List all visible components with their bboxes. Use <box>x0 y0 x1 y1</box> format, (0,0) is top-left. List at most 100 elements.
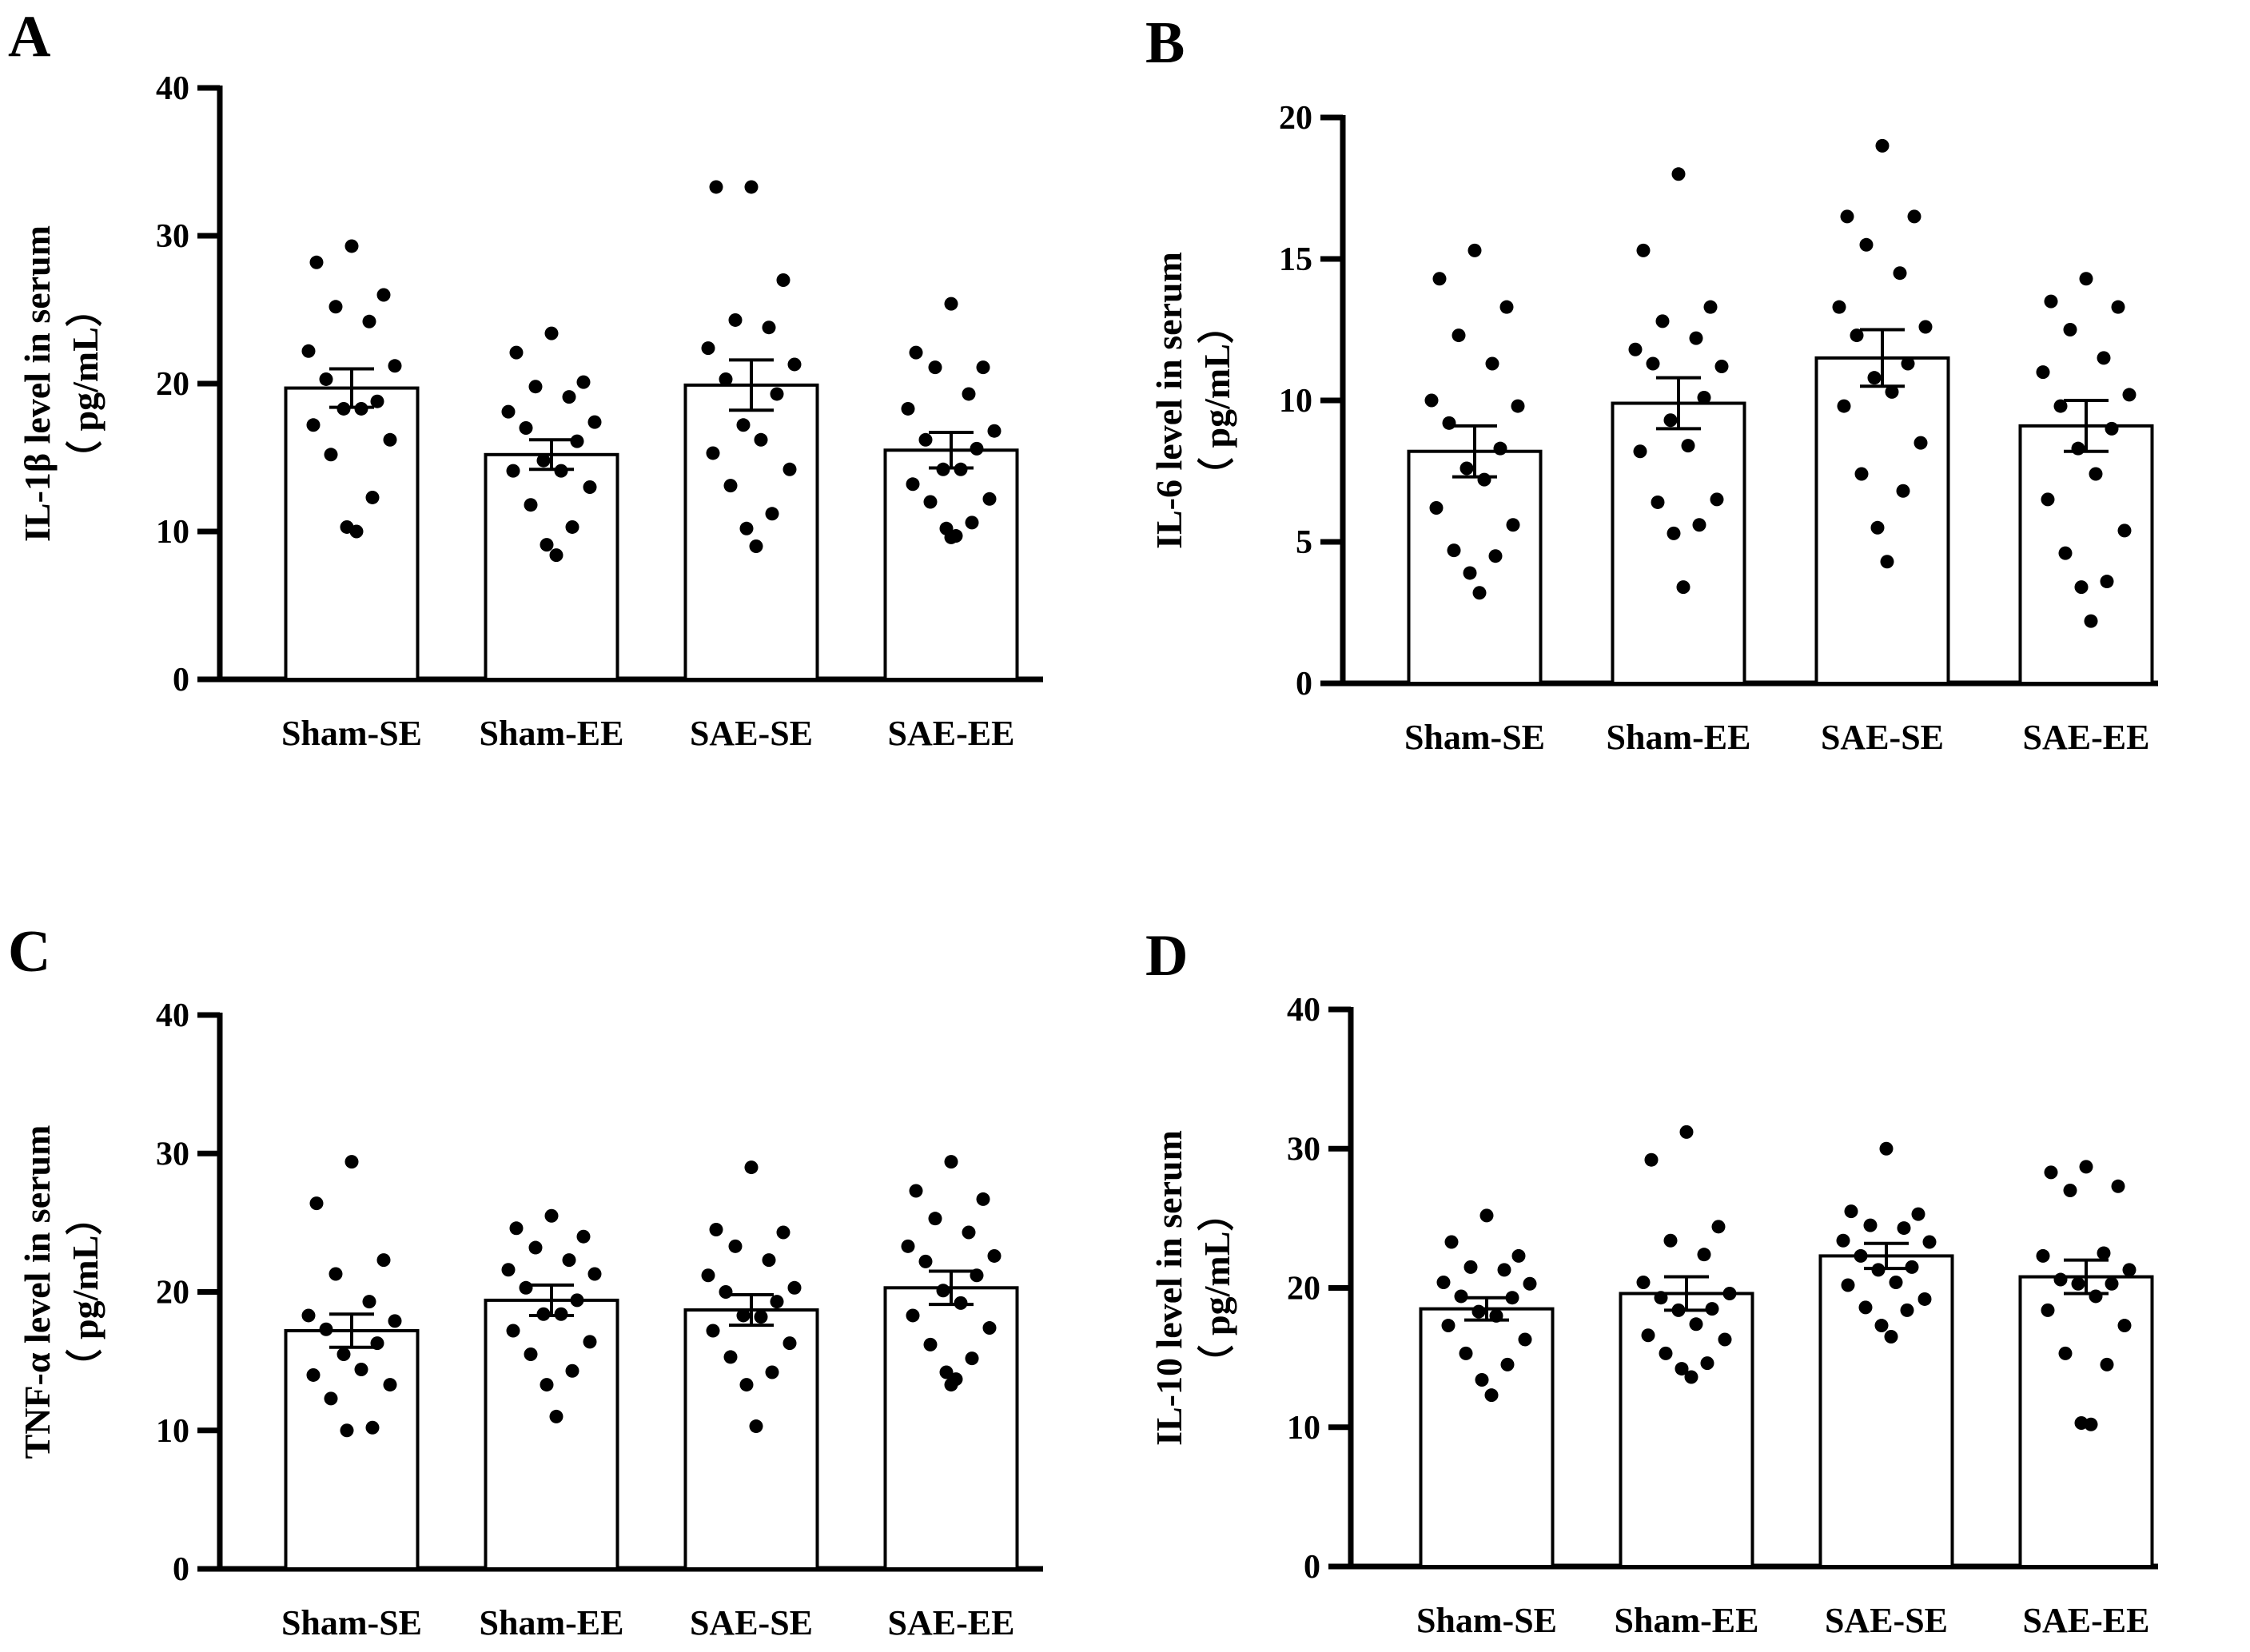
panel-b-point-3-5 <box>2036 365 2050 380</box>
panel-b-point-0-1 <box>1432 272 1447 286</box>
panel-d-bar-0 <box>1419 1307 1555 1568</box>
panel-c-y-axis-unit: （ pg/mL） <box>65 1199 106 1386</box>
panel-b-point-0-2 <box>1499 300 1514 314</box>
panel-c-point-2-14 <box>765 1365 779 1379</box>
panel-d-point-2-13 <box>1858 1300 1873 1315</box>
panel-d-point-2-0 <box>1879 1141 1894 1156</box>
panel-a-point-3-11 <box>906 477 920 492</box>
panel-d-point-0-12 <box>1518 1332 1532 1347</box>
panel-d-point-3-4 <box>2097 1246 2111 1260</box>
panel-c-point-3-13 <box>923 1337 938 1351</box>
panel-a-bar-1 <box>484 452 619 681</box>
panel-a-point-3-10 <box>954 462 968 476</box>
panel-d-point-3-13 <box>2058 1346 2073 1360</box>
panel-d-point-2-14 <box>1900 1303 1914 1317</box>
panel-b-point-3-12 <box>2117 523 2132 538</box>
panel-a-point-0-11 <box>306 418 321 432</box>
panel-a-point-3-14 <box>965 516 979 530</box>
panel-b-point-3-8 <box>2105 421 2119 436</box>
panel-a-point-3-17 <box>944 530 958 544</box>
panel-c-point-0-10 <box>354 1363 368 1377</box>
panel-d-category-label-2: SAE-SE <box>1825 1601 1948 1640</box>
panel-c-point-1-7 <box>519 1280 533 1295</box>
panel-a-point-0-12 <box>383 432 397 447</box>
panel-a: A 0 10 20 30 40 IL-1β level in serum （ pg/mL） Sh… <box>8 4 1043 753</box>
panel-d-point-0-8 <box>1505 1291 1519 1305</box>
panel-d-point-3-12 <box>2117 1319 2132 1333</box>
panel-c-point-0-4 <box>362 1295 376 1309</box>
panel-b-point-0-8 <box>1493 441 1507 456</box>
panel-d-y-axis-unit: （ pg/mL） <box>1197 1195 1237 1382</box>
panel-b-y-tick-label-4: 20 <box>1279 100 1312 137</box>
panel-b-point-1-11 <box>1633 444 1647 459</box>
panel-c-point-3-1 <box>909 1184 923 1198</box>
panel-a-point-2-8 <box>770 387 784 401</box>
panel-d-point-0-1 <box>1444 1235 1459 1249</box>
panel-a-point-0-13 <box>324 448 338 462</box>
panel-c-y-axis-label: TNF-α level in serum <box>17 1125 58 1459</box>
panel-d-point-2-4 <box>1897 1221 1911 1236</box>
panel-b-point-1-12 <box>1710 492 1724 507</box>
panel-d-point-3-5 <box>2036 1248 2050 1263</box>
panel-a-point-1-5 <box>501 404 516 419</box>
panel-b-point-1-7 <box>1646 356 1660 371</box>
panel-b-point-1-3 <box>1655 314 1670 328</box>
panel-a-point-3-13 <box>923 495 938 509</box>
panel-a-point-2-2 <box>776 273 790 287</box>
panel-a-point-1-1 <box>509 345 524 360</box>
panel-b-point-2-9 <box>1867 371 1882 385</box>
panel-d-point-0-11 <box>1441 1319 1456 1333</box>
panel-c-point-2-6 <box>787 1280 802 1295</box>
panel-a-point-3-4 <box>962 387 976 401</box>
panel-d-point-2-11 <box>1841 1278 1855 1292</box>
panel-c-point-3-3 <box>928 1212 942 1226</box>
panel-a-point-0-10 <box>354 401 368 416</box>
panel-b-point-0-15 <box>1463 566 1477 580</box>
panel-b-point-3-15 <box>2074 580 2089 595</box>
panel-a-y-tick-label-4: 40 <box>156 70 189 107</box>
panel-b: B 0 5 10 15 20 IL-6 level in serum （ pg/mL） Sham… <box>1145 10 2158 757</box>
panel-d-y-tick-label-3: 30 <box>1287 1131 1320 1168</box>
panel-b-point-0-3 <box>1452 328 1466 343</box>
panel-a-point-2-0 <box>744 180 759 194</box>
panel-c-bar-0 <box>284 1329 420 1570</box>
panel-a-letter: A <box>8 4 50 70</box>
panel-b-point-1-16 <box>1676 580 1690 595</box>
panel-b-point-0-4 <box>1485 356 1499 371</box>
panel-b-point-2-3 <box>1859 237 1874 252</box>
panel-d-point-3-8 <box>2105 1276 2119 1291</box>
panel-b-point-1-2 <box>1703 300 1718 314</box>
panel-b-y-tick-label-0: 0 <box>1296 666 1312 703</box>
panel-b-point-2-1 <box>1840 209 1854 224</box>
panel-d-point-1-7 <box>1654 1291 1668 1305</box>
panel-c-letter: C <box>8 919 50 985</box>
panel-b-point-2-14 <box>1896 484 1910 498</box>
panel-b-point-0-6 <box>1511 399 1525 413</box>
panel-a-point-2-14 <box>765 507 779 521</box>
panel-c-bar-2 <box>683 1308 819 1570</box>
panel-a-point-1-14 <box>565 519 579 534</box>
panel-c-point-0-13 <box>324 1391 338 1406</box>
panel-b-point-0-9 <box>1460 461 1474 476</box>
panel-c-point-1-12 <box>583 1335 597 1349</box>
panel-a-point-1-15 <box>540 538 554 552</box>
panel-d-point-0-0 <box>1479 1208 1494 1223</box>
panel-c-point-3-7 <box>918 1254 933 1268</box>
panel-b-point-0-5 <box>1424 393 1439 408</box>
panel-d-point-3-7 <box>2053 1272 2068 1287</box>
panel-d-point-1-8 <box>1705 1302 1719 1316</box>
panel-a-category-label-0: Sham-SE <box>281 714 422 753</box>
panel-a-point-1-12 <box>583 480 597 494</box>
panel-b-point-0-14 <box>1488 549 1503 563</box>
panel-a-point-1-16 <box>549 548 563 563</box>
panel-b-bar-3 <box>2018 424 2154 685</box>
panel-d-point-1-4 <box>1697 1248 1711 1262</box>
panel-b-point-1-1 <box>1636 243 1651 257</box>
panel-b-point-2-15 <box>1870 520 1885 535</box>
panel-a-point-0-0 <box>344 239 359 253</box>
panel-b-point-2-5 <box>1832 300 1846 314</box>
panel-b-point-2-8 <box>1901 356 1915 371</box>
panel-c-point-0-15 <box>340 1423 354 1438</box>
panel-d-point-0-15 <box>1475 1373 1489 1387</box>
panel-d-category-label-0: Sham-SE <box>1416 1601 1557 1640</box>
